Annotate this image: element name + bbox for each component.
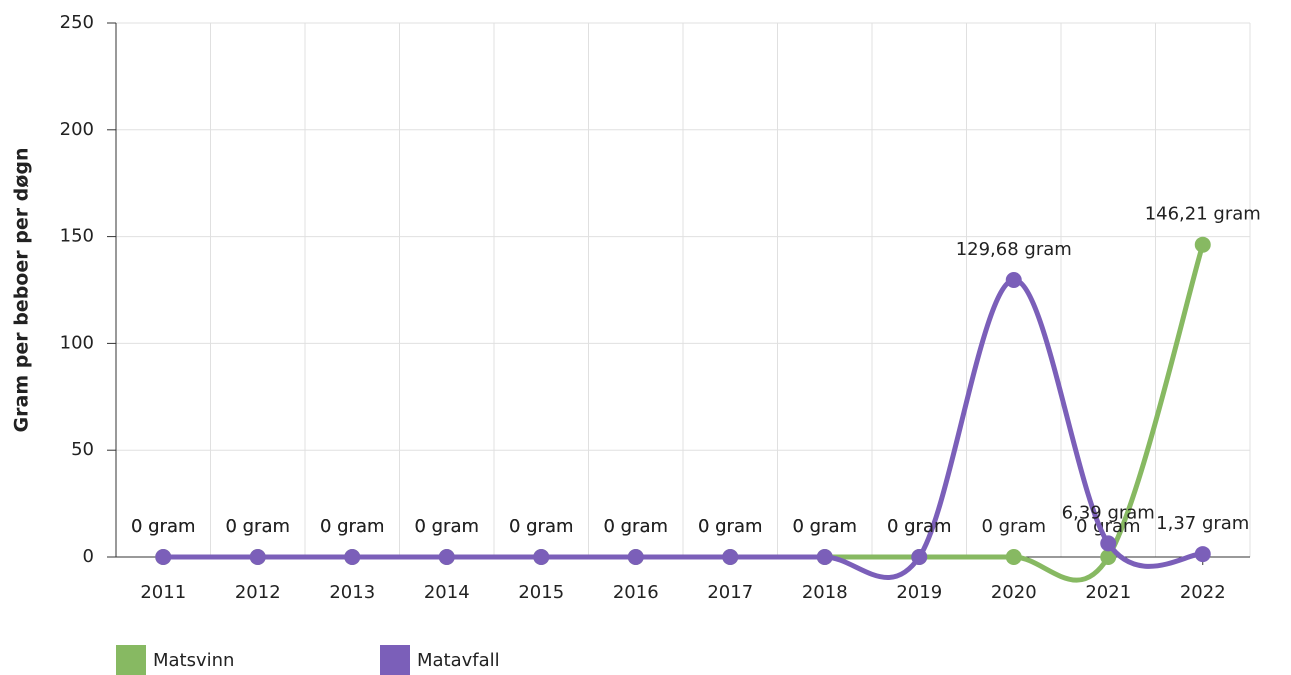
data-label: 0 gram bbox=[225, 516, 290, 537]
legend-label: Matsvinn bbox=[153, 650, 234, 671]
data-label: 0 gram bbox=[225, 516, 290, 537]
data-label: 0 gram bbox=[698, 516, 763, 537]
y-axis-title: Gram per beboer per døgn bbox=[11, 148, 33, 433]
point bbox=[1005, 272, 1022, 289]
x-tick-label: 2013 bbox=[329, 582, 375, 603]
data-label: 1,37 gram bbox=[1156, 513, 1249, 534]
legend-swatch bbox=[380, 645, 410, 675]
data-label: 146,21 gram bbox=[1145, 204, 1261, 225]
y-tick-label: 50 bbox=[71, 439, 94, 460]
x-tick-label: 2019 bbox=[896, 582, 942, 603]
data-label: 0 gram bbox=[320, 516, 385, 537]
point bbox=[1194, 236, 1211, 253]
x-tick-label: 2022 bbox=[1180, 582, 1226, 603]
point bbox=[911, 549, 928, 565]
point bbox=[816, 549, 833, 565]
data-label: 0 gram bbox=[603, 516, 668, 537]
data-label: 0 gram bbox=[131, 516, 196, 537]
data-label: 0 gram bbox=[603, 516, 668, 537]
legend-label: Matavfall bbox=[417, 650, 500, 671]
data-label: 0 gram bbox=[509, 516, 574, 537]
point bbox=[627, 549, 644, 565]
y-tick-label: 0 bbox=[83, 546, 94, 567]
point bbox=[533, 549, 550, 565]
y-tick-label: 150 bbox=[60, 226, 94, 247]
data-label: 0 gram bbox=[1076, 516, 1141, 537]
y-tick-label: 200 bbox=[60, 119, 94, 140]
x-tick-label: 2014 bbox=[424, 582, 470, 603]
point bbox=[155, 549, 172, 565]
data-label: 0 gram bbox=[509, 516, 574, 537]
data-label: 0 gram bbox=[131, 516, 196, 537]
x-tick-label: 2015 bbox=[518, 582, 564, 603]
point bbox=[1100, 549, 1117, 565]
data-label: 0 gram bbox=[698, 516, 763, 537]
x-tick-label: 2020 bbox=[991, 582, 1037, 603]
data-label: 0 gram bbox=[981, 516, 1046, 537]
y-tick-label: 100 bbox=[60, 332, 94, 353]
point bbox=[249, 549, 266, 565]
data-label: 0 gram bbox=[414, 516, 479, 537]
x-tick-label: 2017 bbox=[707, 582, 753, 603]
data-label: 0 gram bbox=[792, 516, 857, 537]
legend-swatch bbox=[116, 645, 146, 675]
x-tick-label: 2018 bbox=[802, 582, 848, 603]
point bbox=[1194, 546, 1211, 563]
x-tick-label: 2012 bbox=[235, 582, 281, 603]
point bbox=[1100, 535, 1117, 552]
point bbox=[722, 549, 739, 565]
data-label: 0 gram bbox=[792, 516, 857, 537]
point bbox=[344, 549, 361, 565]
data-label: 0 gram bbox=[887, 516, 952, 537]
point bbox=[1005, 549, 1022, 565]
y-tick-label: 250 bbox=[60, 12, 94, 33]
point bbox=[438, 549, 455, 565]
x-tick-label: 2016 bbox=[613, 582, 659, 603]
data-label: 129,68 gram bbox=[956, 239, 1072, 260]
data-label: 6,39 gram bbox=[1062, 502, 1155, 523]
data-label: 0 gram bbox=[320, 516, 385, 537]
x-tick-label: 2011 bbox=[140, 582, 186, 603]
data-label: 0 gram bbox=[414, 516, 479, 537]
x-tick-label: 2021 bbox=[1085, 582, 1131, 603]
